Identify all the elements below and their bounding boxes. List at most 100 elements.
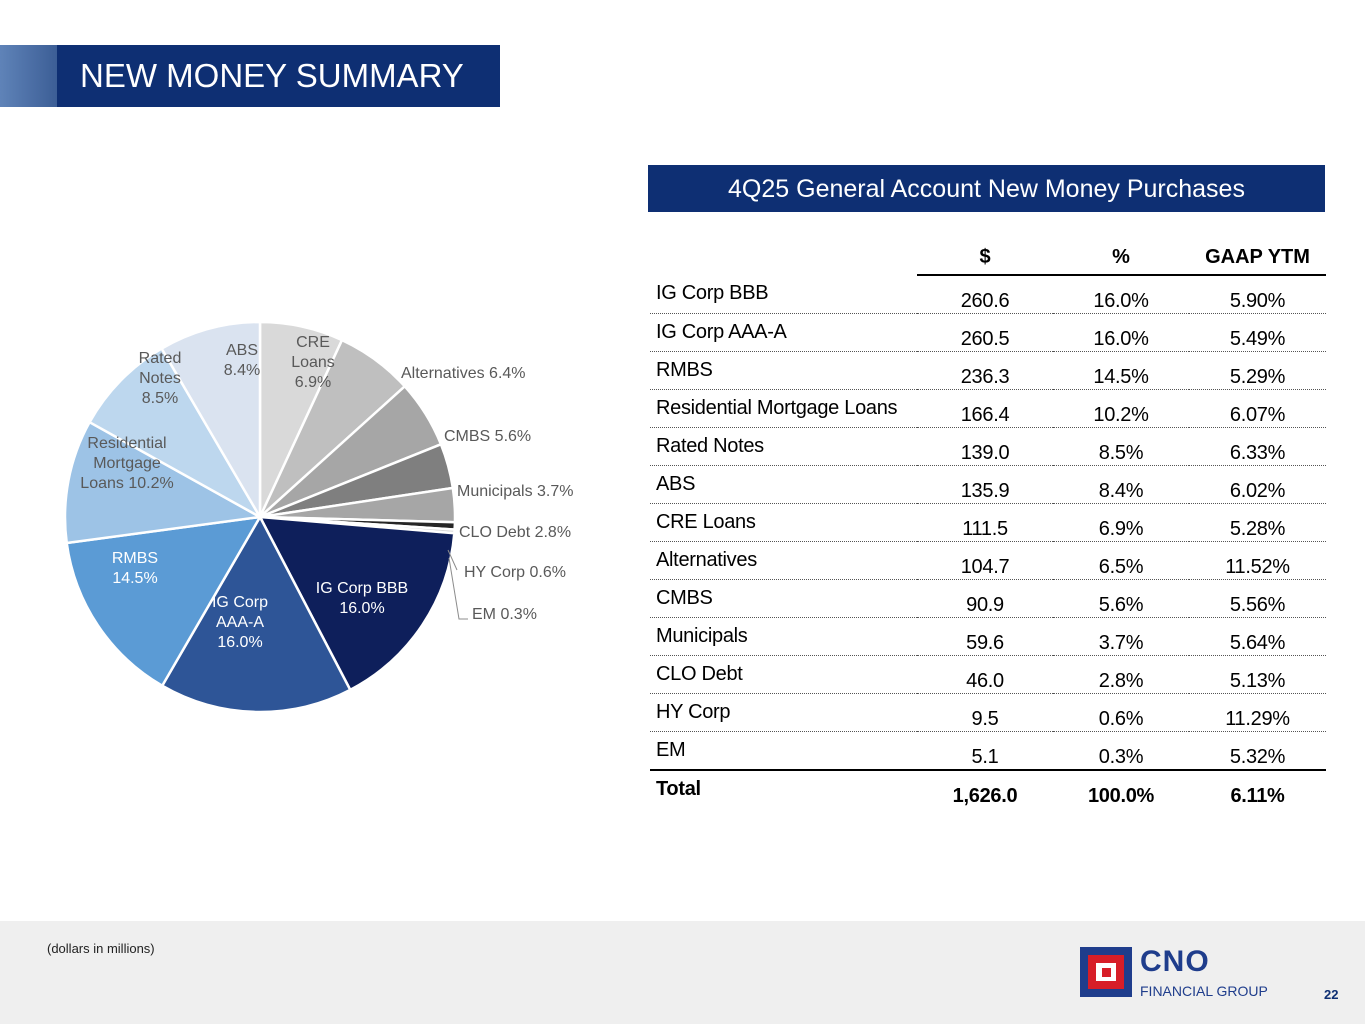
pie-labels: CRE Loans 6.9% Alternatives 6.4% CMBS 5.6% Mu… xyxy=(80,334,573,651)
row-amount: 90.9 xyxy=(917,579,1053,618)
table-row: ABS 135.9 8.4% 6.02% xyxy=(650,465,1326,504)
row-percent: 6.9% xyxy=(1053,503,1189,542)
row-amount: 104.7 xyxy=(917,541,1053,580)
table-row: CMBS 90.9 5.6% 5.56% xyxy=(650,579,1326,618)
table-header-row: $ % GAAP YTM xyxy=(650,241,1326,276)
row-ytm: 11.52% xyxy=(1189,541,1326,580)
page-number: 22 xyxy=(1324,987,1339,1002)
row-percent: 2.8% xyxy=(1053,655,1189,694)
pie-label-em: EM 0.3% xyxy=(472,606,537,623)
row-amount: 236.3 xyxy=(917,351,1053,390)
header-ytm: GAAP YTM xyxy=(1189,241,1326,276)
row-ytm: 6.07% xyxy=(1189,389,1326,428)
row-percent: 8.4% xyxy=(1053,465,1189,504)
row-amount: 135.9 xyxy=(917,465,1053,504)
row-category: Rated Notes xyxy=(650,427,917,466)
row-percent: 5.6% xyxy=(1053,579,1189,618)
total-percent: 100.0% xyxy=(1087,785,1155,807)
row-category: Municipals xyxy=(650,617,917,656)
footnote: (dollars in millions) xyxy=(47,941,155,956)
row-category: CLO Debt xyxy=(650,655,917,694)
row-amount: 9.5 xyxy=(917,693,1053,732)
row-ytm: 6.02% xyxy=(1189,465,1326,504)
row-ytm: 5.64% xyxy=(1189,617,1326,656)
pie-leader-lines xyxy=(447,549,468,620)
pie-leader-em xyxy=(448,557,468,620)
pie-label-alternatives: Alternatives 6.4% xyxy=(401,365,526,382)
row-category: EM xyxy=(650,731,917,771)
pie-label-ig-corp-bbb: IG Corp BBB 16.0% xyxy=(316,580,408,617)
header-percent: % xyxy=(1053,241,1189,276)
row-category: CMBS xyxy=(650,579,917,618)
header-amount: $ xyxy=(917,241,1053,276)
table-row: Residential Mortgage Loans 166.4 10.2% 6.07… xyxy=(650,389,1326,428)
table-title: 4Q25 General Account New Money Purchases xyxy=(648,165,1325,212)
pie-label-rated-notes: Rated Notes 8.5% xyxy=(139,350,182,407)
logo-name: CNO xyxy=(1140,945,1210,978)
row-amount: 5.1 xyxy=(917,731,1053,771)
row-ytm: 5.29% xyxy=(1189,351,1326,390)
row-ytm: 6.33% xyxy=(1189,427,1326,466)
row-ytm: 11.29% xyxy=(1189,693,1326,732)
pie-label-rmbs: RMBS 14.5% xyxy=(112,550,158,587)
row-ytm: 5.28% xyxy=(1189,503,1326,542)
pie-slice-rated-notes xyxy=(87,346,264,521)
table-row: Rated Notes 139.0 8.5% 6.33% xyxy=(650,427,1326,466)
row-percent: 6.5% xyxy=(1053,541,1189,580)
row-percent: 0.3% xyxy=(1053,731,1189,771)
row-category: RMBS xyxy=(650,351,917,390)
row-ytm: 5.90% xyxy=(1189,275,1326,314)
row-percent: 16.0% xyxy=(1053,275,1189,314)
pie-label-abs: ABS 8.4% xyxy=(224,342,260,379)
row-percent: 14.5% xyxy=(1053,351,1189,390)
pie-slice-ig-corp-bbb xyxy=(257,515,456,692)
row-percent: 3.7% xyxy=(1053,617,1189,656)
row-amount: 59.6 xyxy=(917,617,1053,656)
total-ytm: 6.11% xyxy=(1230,785,1285,807)
logo-subtitle: FINANCIAL GROUP xyxy=(1140,983,1268,999)
cno-logo-icon xyxy=(1080,947,1132,997)
pie-label-clo-debt: CLO Debt 2.8% xyxy=(459,524,571,541)
row-ytm: 5.32% xyxy=(1189,731,1326,771)
row-category: CRE Loans xyxy=(650,503,917,542)
pie-slice-rmbs xyxy=(65,515,263,688)
pie-label-cre-loans: CRE Loans 6.9% xyxy=(291,334,335,391)
row-amount: 260.5 xyxy=(917,313,1053,352)
table-row: Municipals 59.6 3.7% 5.64% xyxy=(650,617,1326,656)
total-label: Total xyxy=(656,778,701,800)
row-amount: 111.5 xyxy=(917,503,1053,542)
table-row: IG Corp AAA-A 260.5 16.0% 5.49% xyxy=(650,313,1326,352)
table-row: EM 5.1 0.3% 5.32% xyxy=(650,731,1326,771)
row-category: IG Corp BBB xyxy=(650,275,917,314)
row-ytm: 5.13% xyxy=(1189,655,1326,694)
row-category: HY Corp xyxy=(650,693,917,732)
pie-label-municipals: Municipals 3.7% xyxy=(457,483,574,500)
pie-label-cmbs: CMBS 5.6% xyxy=(444,428,531,445)
row-amount: 166.4 xyxy=(917,389,1053,428)
row-percent: 16.0% xyxy=(1053,313,1189,352)
table-row: RMBS 236.3 14.5% 5.29% xyxy=(650,351,1326,390)
row-ytm: 5.56% xyxy=(1189,579,1326,618)
table-row: CRE Loans 111.5 6.9% 5.28% xyxy=(650,503,1326,542)
row-category: ABS xyxy=(650,465,917,504)
table-row: HY Corp 9.5 0.6% 11.29% xyxy=(650,693,1326,732)
pie-slice-ig-corp-aaa-a xyxy=(160,514,352,714)
table-body: IG Corp BBB 260.6 16.0% 5.90% IG Corp AAA-A 2… xyxy=(650,275,1326,808)
row-category: Alternatives xyxy=(650,541,917,580)
table-row: Alternatives 104.7 6.5% 11.52% xyxy=(650,541,1326,580)
table-row: CLO Debt 46.0 2.8% 5.13% xyxy=(650,655,1326,694)
row-amount: 46.0 xyxy=(917,655,1053,694)
pie-leader-hy-corp xyxy=(447,549,458,571)
pie-chart: CRE Loans 6.9% Alternatives 6.4% CMBS 5.6% Mu… xyxy=(63,320,574,714)
row-category: IG Corp AAA-A xyxy=(650,313,917,352)
row-amount: 139.0 xyxy=(917,427,1053,466)
pie-label-hy-corp: HY Corp 0.6% xyxy=(464,564,566,581)
pie-slice-residential-mortgage-loans xyxy=(63,420,264,545)
pie-label-residential-mortgage-loans: Residential Mortgage Loans 10.2% xyxy=(80,435,173,492)
row-percent: 8.5% xyxy=(1053,427,1189,466)
new-money-table: $ % GAAP YTM IG Corp BBB 260.6 16.0% 5.90% I… xyxy=(650,241,1326,808)
pie-label-ig-corp-aaa-a: IG Corp AAA-A 16.0% xyxy=(212,594,268,651)
row-percent: 0.6% xyxy=(1053,693,1189,732)
row-category: Residential Mortgage Loans xyxy=(650,389,917,428)
row-ytm: 5.49% xyxy=(1189,313,1326,352)
